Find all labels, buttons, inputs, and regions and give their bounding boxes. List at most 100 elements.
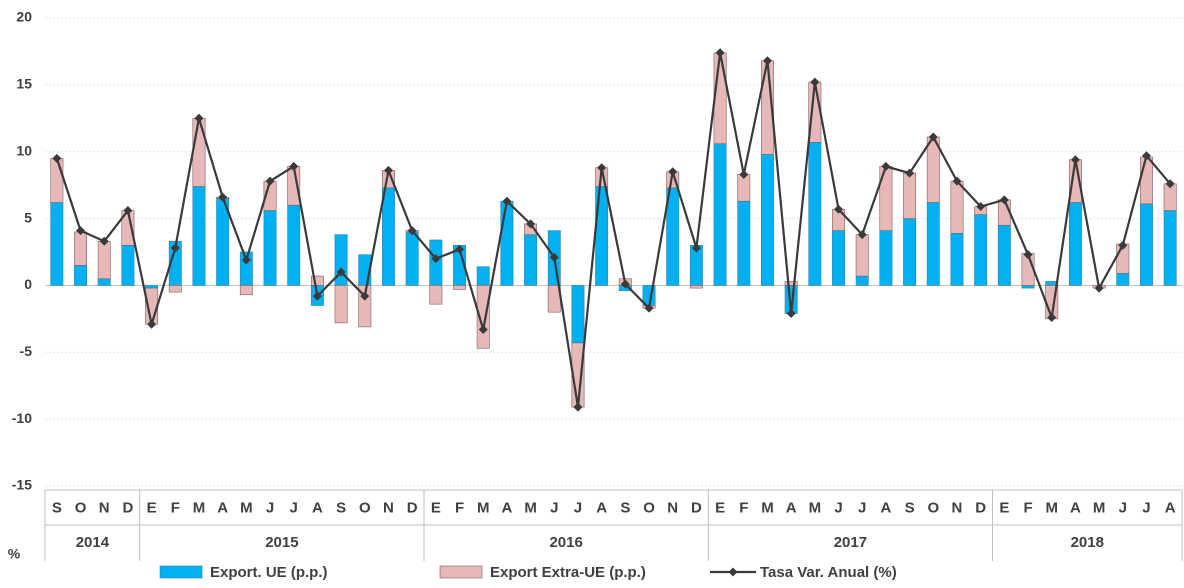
bar [334,285,348,324]
x-tick-label: N [383,499,394,516]
line-marker [1141,151,1151,161]
line-marker [1118,240,1128,250]
x-tick-label: M [477,499,490,516]
bar [950,180,964,234]
x-tick-label: M [524,499,537,516]
year-label: 2014 [76,534,110,551]
x-tick-label: O [359,499,371,516]
line-marker [1023,250,1033,260]
line-marker [715,48,725,58]
line-marker [691,243,701,253]
bar [713,143,727,286]
bar [239,285,253,296]
bar [1140,203,1153,286]
x-tick-label: F [1023,499,1032,516]
bar [263,210,277,286]
legend-marker [728,567,738,577]
line-marker [383,165,393,175]
x-tick-label: A [786,499,797,516]
x-tick-label: O [75,499,87,516]
year-label: 2015 [265,534,298,551]
x-tick-label: A [312,499,323,516]
bar [1021,285,1035,289]
y-tick-label: 5 [24,209,32,225]
line-marker [597,163,607,173]
line-marker [218,192,228,202]
bar [950,232,964,286]
x-tick-label: N [952,499,963,516]
line-marker [1165,179,1175,189]
line-marker [265,176,275,186]
x-tick-label: A [880,499,891,516]
bar [903,218,917,286]
line-marker [312,291,322,301]
bar [761,154,774,286]
x-tick-label: M [240,499,253,516]
y-tick-label: 15 [16,76,32,92]
line-marker [739,169,749,179]
bar [713,52,727,144]
line-marker [810,77,820,87]
bar [121,245,135,286]
bar [310,275,324,286]
line-marker [147,319,157,329]
x-tick-label: M [1093,499,1106,516]
bar [689,285,703,289]
line-marker [455,244,465,254]
bar [97,278,111,286]
x-tick-label: S [905,499,915,516]
bar [879,230,893,286]
line-marker [194,113,204,123]
bar [855,234,869,277]
bar [832,230,845,286]
line-marker [952,176,962,186]
x-tick-label: J [834,499,842,516]
bar [903,172,917,219]
line-marker [1047,313,1057,323]
line-marker [857,230,867,240]
bar [168,285,182,293]
bar [476,266,490,286]
line-marker [76,226,86,236]
line-marker [573,402,583,412]
bar [453,285,466,290]
x-tick-label: J [574,499,582,516]
legend-label: Export. UE (p.p.) [210,564,328,581]
bar [1116,273,1130,286]
x-tick-label: S [620,499,630,516]
line-marker [786,309,796,319]
bar [287,204,301,286]
x-tick-label: F [455,499,464,516]
x-tick-label: M [809,499,822,516]
bar [429,285,443,305]
bar [50,158,64,203]
bar [192,186,206,286]
x-tick-label: D [407,499,418,516]
bar [926,202,940,286]
bar [145,285,159,289]
x-tick-label: A [501,499,512,516]
x-tick-label: F [739,499,748,516]
line-marker [407,226,417,236]
y-tick-label: 10 [16,142,32,158]
bar [808,142,822,286]
x-tick-label: O [927,499,939,516]
line-marker [881,161,891,171]
x-tick-label: J [1119,499,1127,516]
line-marker [52,153,62,163]
x-tick-label: N [667,499,678,516]
line-marker [478,325,488,335]
bar [855,275,869,286]
bar [500,200,514,286]
bar [476,285,490,349]
bar [571,285,585,344]
bar [74,265,87,286]
x-tick-label: F [171,499,180,516]
line-marker [644,303,654,313]
line-marker [99,236,109,246]
legend-swatch [439,565,483,579]
line-marker [620,279,630,289]
line-marker [999,195,1009,205]
x-tick-label: E [147,499,157,516]
line-marker [123,206,133,216]
